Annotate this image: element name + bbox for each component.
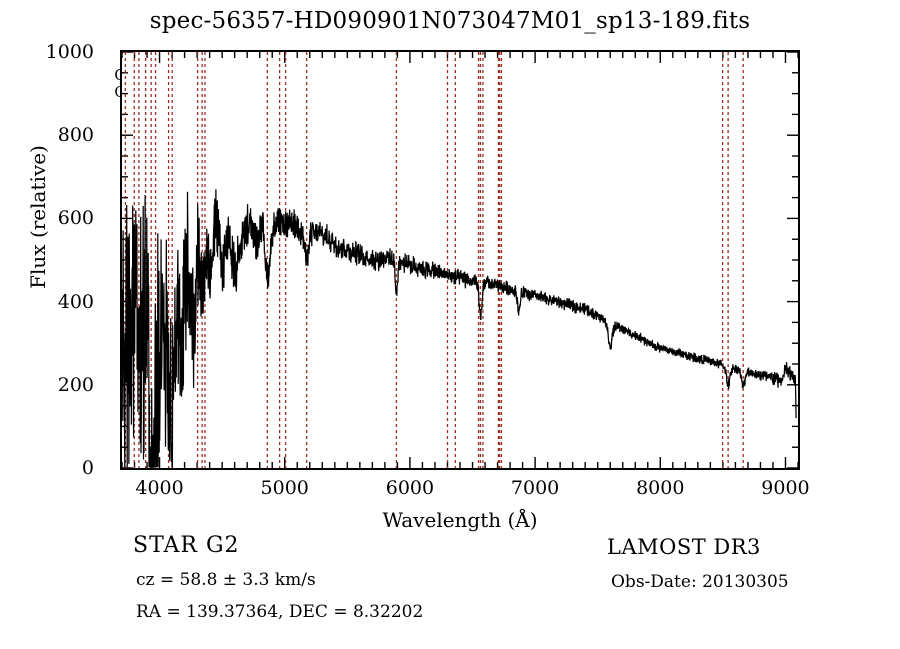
observation-date-label: Obs-Date: 20130305	[611, 572, 789, 592]
x-tick-label-4000: 4000	[135, 477, 184, 499]
x-tick-label-9000: 9000	[761, 477, 810, 499]
y-tick-label-200: 200	[57, 373, 94, 396]
page-title: spec-56357-HD090901N073047M01_sp13-189.f…	[149, 8, 751, 34]
y-tick-label-800: 800	[57, 124, 94, 147]
axis-ticks	[122, 52, 798, 468]
flux-trace	[122, 189, 797, 468]
spectral-line-markers	[124, 52, 744, 468]
coordinates-label: RA = 139.37364, DEC = 8.32202	[136, 602, 424, 622]
x-tick-label-6000: 6000	[385, 477, 435, 499]
object-class-label: STAR G2	[133, 533, 240, 558]
x-tick-label-5000: 5000	[260, 477, 309, 499]
y-tick-label-1000: 1000	[45, 41, 94, 63]
survey-label: LAMOST DR3	[607, 535, 761, 559]
x-axis-title: Wavelength (Å)	[382, 508, 538, 532]
y-tick-label-600: 600	[57, 207, 94, 230]
spectrum-plot	[122, 52, 798, 468]
x-tick-label-8000: 8000	[636, 477, 685, 499]
y-tick-label-400: 400	[57, 290, 94, 313]
x-tick-label-7000: 7000	[510, 477, 560, 499]
plot-frame	[120, 50, 800, 470]
y-tick-label-0: 0	[81, 457, 94, 479]
redshift-velocity-label: cz = 58.8 ± 3.3 km/s	[136, 570, 316, 590]
